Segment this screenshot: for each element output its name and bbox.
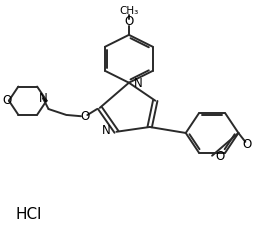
Text: HCl: HCl	[16, 207, 42, 222]
Text: CH₃: CH₃	[119, 6, 139, 16]
Text: O: O	[242, 138, 251, 151]
Text: N: N	[102, 124, 111, 137]
Text: O: O	[124, 15, 134, 28]
Text: N: N	[134, 77, 143, 91]
Text: O: O	[3, 94, 12, 107]
Text: O: O	[215, 150, 225, 163]
Text: N: N	[39, 92, 47, 105]
Text: O: O	[80, 110, 89, 123]
